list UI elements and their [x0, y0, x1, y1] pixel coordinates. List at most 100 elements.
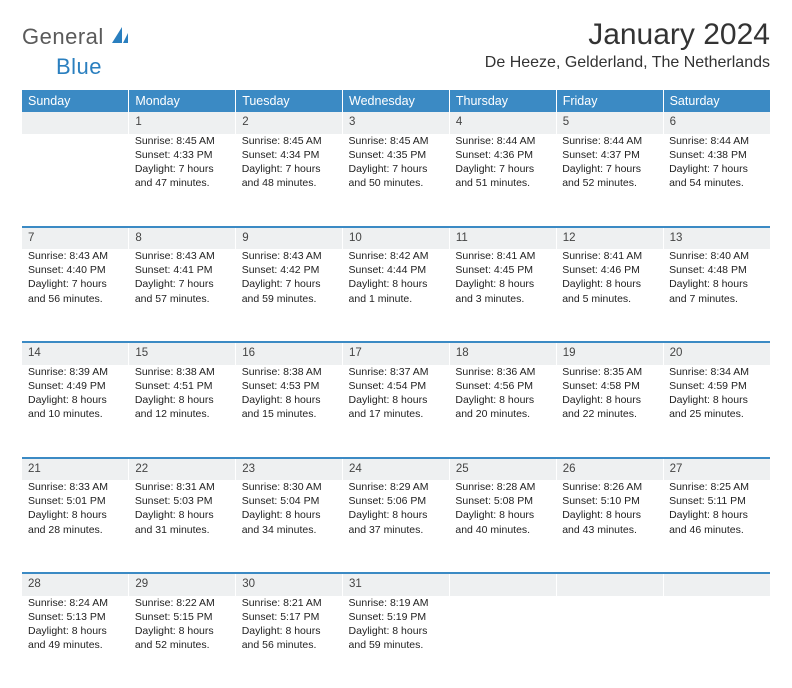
daylight-text: Daylight: 7 hours and 59 minutes. [242, 277, 337, 305]
page: General January 2024 De Heeze, Gelderlan… [0, 0, 792, 612]
day-number: 12 [556, 228, 663, 250]
sunrise-text: Sunrise: 8:25 AM [669, 480, 764, 494]
sunrise-text: Sunrise: 8:43 AM [28, 249, 123, 263]
day-cell: Sunrise: 8:41 AMSunset: 4:45 PMDaylight:… [449, 249, 556, 341]
sunset-text: Sunset: 5:10 PM [562, 494, 657, 508]
day-number: 8 [129, 228, 236, 250]
weekday-header-row: Sunday Monday Tuesday Wednesday Thursday… [22, 90, 770, 112]
daylight-text: Daylight: 8 hours and 20 minutes. [455, 393, 550, 421]
sunset-text: Sunset: 4:56 PM [455, 379, 550, 393]
day-number: 11 [449, 228, 556, 250]
daynum-row: 21222324252627 [22, 459, 770, 481]
daynum-row: 14151617181920 [22, 343, 770, 365]
sunrise-text: Sunrise: 8:36 AM [455, 365, 550, 379]
logo-text-blue: Blue [56, 54, 102, 79]
daylight-text: Daylight: 7 hours and 47 minutes. [135, 162, 230, 190]
sunrise-text: Sunrise: 8:45 AM [135, 134, 230, 148]
sunrise-text: Sunrise: 8:43 AM [135, 249, 230, 263]
sunset-text: Sunset: 4:40 PM [28, 263, 123, 277]
day-cell: Sunrise: 8:29 AMSunset: 5:06 PMDaylight:… [343, 480, 450, 572]
sunrise-text: Sunrise: 8:43 AM [242, 249, 337, 263]
sunset-text: Sunset: 4:59 PM [669, 379, 764, 393]
day-cell: Sunrise: 8:39 AMSunset: 4:49 PMDaylight:… [22, 365, 129, 457]
col-friday: Friday [556, 90, 663, 112]
week-row: Sunrise: 8:33 AMSunset: 5:01 PM Daylight:… [22, 480, 770, 572]
sunrise-text: Sunrise: 8:38 AM [242, 365, 337, 379]
sunrise-text: Sunrise: 8:26 AM [562, 480, 657, 494]
day-cell: Sunrise: 8:45 AMSunset: 4:33 PMDaylight:… [129, 134, 236, 226]
daylight-text: Daylight: 7 hours and 50 minutes. [349, 162, 444, 190]
day-number: 23 [236, 459, 343, 481]
day-cell: Sunrise: 8:19 AMSunset: 5:19 PMDaylight:… [343, 596, 450, 688]
day-number: 26 [556, 459, 663, 481]
sunset-text: Sunset: 5:08 PM [455, 494, 550, 508]
day-number: 13 [663, 228, 770, 250]
sunset-text: Sunset: 4:38 PM [669, 148, 764, 162]
day-cell: Sunrise: 8:44 AMSunset: 4:38 PMDaylight:… [663, 134, 770, 226]
sunset-text: Sunset: 5:01 PM [28, 494, 123, 508]
sunset-text: Sunset: 4:35 PM [349, 148, 444, 162]
sunset-text: Sunset: 4:41 PM [135, 263, 230, 277]
day-number: 4 [449, 112, 556, 134]
week-row: Sunrise: 8:45 AMSunset: 4:33 PMDaylight:… [22, 134, 770, 226]
sunrise-text: Sunrise: 8:40 AM [669, 249, 764, 263]
day-cell: Sunrise: 8:33 AMSunset: 5:01 PMDaylight:… [22, 480, 129, 572]
day-cell: Sunrise: 8:22 AMSunset: 5:15 PMDaylight:… [129, 596, 236, 688]
col-monday: Monday [129, 90, 236, 112]
day-number: 25 [449, 459, 556, 481]
sunset-text: Sunset: 4:51 PM [135, 379, 230, 393]
day-cell: Sunrise: 8:24 AMSunset: 5:13 PMDaylight:… [22, 596, 129, 688]
sunset-text: Sunset: 4:49 PM [28, 379, 123, 393]
sunrise-text: Sunrise: 8:24 AM [28, 596, 123, 610]
daylight-text: Daylight: 8 hours and 34 minutes. [242, 508, 337, 536]
day-number: 30 [236, 574, 343, 596]
logo-sail-icon [110, 25, 130, 50]
day-cell: Sunrise: 8:43 AMSunset: 4:42 PMDaylight:… [236, 249, 343, 341]
day-number [22, 112, 129, 134]
daylight-text: Daylight: 8 hours and 49 minutes. [28, 624, 123, 652]
day-number: 17 [343, 343, 450, 365]
daynum-row: 78910111213 [22, 228, 770, 250]
day-cell [449, 596, 556, 688]
daylight-text: Daylight: 8 hours and 40 minutes. [455, 508, 550, 536]
day-number: 20 [663, 343, 770, 365]
calendar-table: Sunday Monday Tuesday Wednesday Thursday… [22, 90, 770, 688]
sunset-text: Sunset: 4:53 PM [242, 379, 337, 393]
day-cell [556, 596, 663, 688]
day-cell: Sunrise: 8:41 AMSunset: 4:46 PMDaylight:… [556, 249, 663, 341]
col-saturday: Saturday [663, 90, 770, 112]
sunrise-text: Sunrise: 8:21 AM [242, 596, 337, 610]
daylight-text: Daylight: 7 hours and 54 minutes. [669, 162, 764, 190]
sunrise-text: Sunrise: 8:30 AM [242, 480, 337, 494]
day-cell: Sunrise: 8:37 AMSunset: 4:54 PMDaylight:… [343, 365, 450, 457]
day-number: 31 [343, 574, 450, 596]
day-cell: Sunrise: 8:34 AMSunset: 4:59 PMDaylight:… [663, 365, 770, 457]
sunrise-text: Sunrise: 8:19 AM [349, 596, 444, 610]
day-cell: Sunrise: 8:43 AMSunset: 4:41 PMDaylight:… [129, 249, 236, 341]
day-cell: Sunrise: 8:45 AMSunset: 4:35 PMDaylight:… [343, 134, 450, 226]
day-cell: Sunrise: 8:45 AMSunset: 4:34 PMDaylight:… [236, 134, 343, 226]
sunset-text: Sunset: 4:42 PM [242, 263, 337, 277]
day-cell: Sunrise: 8:40 AMSunset: 4:48 PMDaylight:… [663, 249, 770, 341]
sunrise-text: Sunrise: 8:28 AM [455, 480, 550, 494]
daynum-row: 123456 [22, 112, 770, 134]
day-cell [663, 596, 770, 688]
daylight-text: Daylight: 7 hours and 51 minutes. [455, 162, 550, 190]
daylight-text: Daylight: 7 hours and 56 minutes. [28, 277, 123, 305]
location: De Heeze, Gelderland, The Netherlands [485, 54, 770, 72]
day-number: 10 [343, 228, 450, 250]
daylight-text: Daylight: 8 hours and 43 minutes. [562, 508, 657, 536]
day-number: 16 [236, 343, 343, 365]
daylight-text: Daylight: 8 hours and 59 minutes. [349, 624, 444, 652]
col-tuesday: Tuesday [236, 90, 343, 112]
day-cell: Sunrise: 8:38 AMSunset: 4:53 PMDaylight:… [236, 365, 343, 457]
sunset-text: Sunset: 4:45 PM [455, 263, 550, 277]
sunset-text: Sunset: 4:46 PM [562, 263, 657, 277]
daylight-text: Daylight: 8 hours and 37 minutes. [349, 508, 444, 536]
sunset-text: Sunset: 5:06 PM [349, 494, 444, 508]
day-number: 28 [22, 574, 129, 596]
day-number: 7 [22, 228, 129, 250]
sunrise-text: Sunrise: 8:33 AM [28, 480, 123, 494]
sunset-text: Sunset: 5:04 PM [242, 494, 337, 508]
sunrise-text: Sunrise: 8:42 AM [349, 249, 444, 263]
